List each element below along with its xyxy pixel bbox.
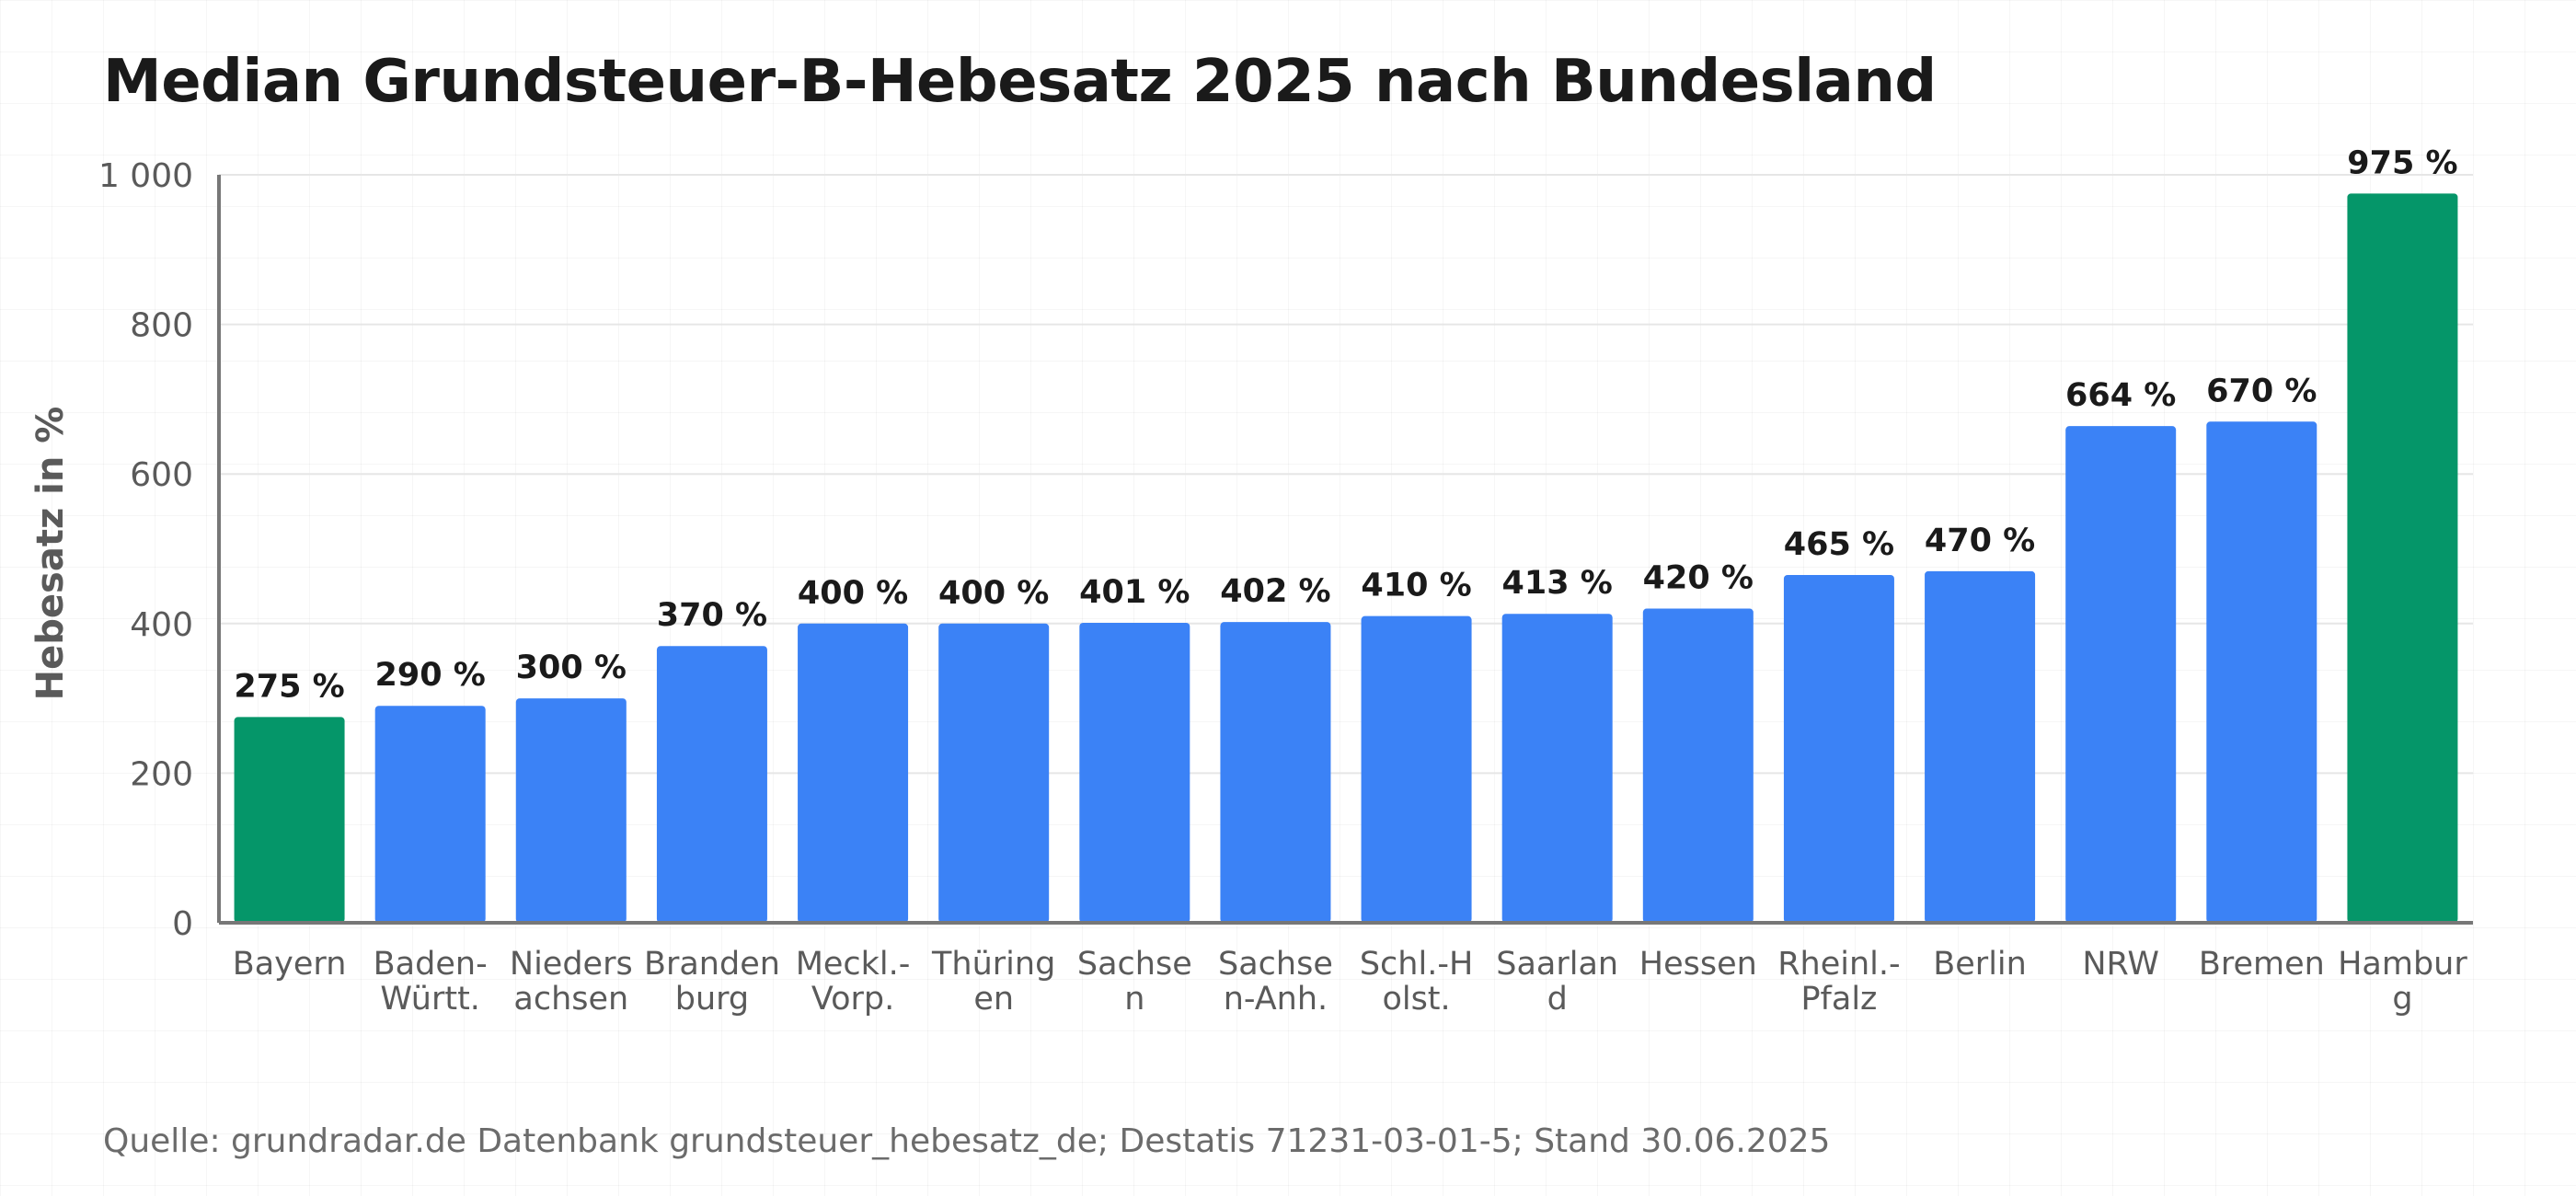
bar bbox=[1783, 574, 1894, 923]
data-label: 370 % bbox=[657, 597, 767, 634]
data-label: 410 % bbox=[1361, 568, 1471, 604]
bar bbox=[2065, 426, 2177, 924]
x-tick-label: Saarlan d bbox=[1496, 946, 1618, 1018]
data-label: 275 % bbox=[234, 668, 344, 705]
x-tick-label: NRW bbox=[2082, 946, 2159, 983]
data-label: 413 % bbox=[1502, 565, 1613, 602]
y-axis-title: Hebesatz in % bbox=[29, 407, 72, 701]
data-label: 465 % bbox=[1784, 526, 1894, 563]
bar bbox=[1079, 622, 1190, 923]
data-label: 290 % bbox=[375, 657, 486, 694]
bar bbox=[1501, 614, 1613, 923]
bar bbox=[1361, 615, 1472, 923]
bar bbox=[938, 623, 1050, 923]
x-tick-label: Sachse n bbox=[1077, 946, 1192, 1018]
bar bbox=[234, 717, 345, 923]
data-label: 400 % bbox=[798, 575, 908, 612]
bar bbox=[656, 646, 767, 923]
x-tick-label: Sachse n-Anh. bbox=[1218, 946, 1333, 1018]
bar bbox=[1220, 622, 1331, 923]
source-note: Quelle: grundradar.de Datenbank grundste… bbox=[103, 1122, 1831, 1160]
x-tick-label: Hessen bbox=[1639, 946, 1757, 983]
bars bbox=[234, 193, 2458, 924]
bar bbox=[2347, 193, 2458, 923]
data-label: 300 % bbox=[516, 650, 627, 686]
data-label: 470 % bbox=[1925, 523, 2035, 559]
data-label: 664 % bbox=[2065, 377, 2176, 414]
y-tick-label: 400 bbox=[130, 606, 193, 644]
bar bbox=[515, 698, 627, 923]
data-label: 400 % bbox=[938, 575, 1049, 612]
x-tick-label: Berlin bbox=[1933, 946, 2027, 983]
chart-title: Median Grundsteuer-B-Hebesatz 2025 nach … bbox=[103, 48, 1937, 116]
data-label: 401 % bbox=[1079, 574, 1190, 611]
bar bbox=[798, 623, 909, 923]
x-tick-label: Nieders achsen bbox=[510, 946, 633, 1018]
bar bbox=[1642, 608, 1754, 923]
x-tick-label: Hambur g bbox=[2338, 946, 2467, 1018]
data-label: 402 % bbox=[1220, 573, 1330, 610]
x-tick-label: Meckl.-Vorp. bbox=[796, 946, 911, 1018]
y-tick-label: 800 bbox=[130, 307, 193, 345]
x-tick-label: Schl.-H olst. bbox=[1360, 946, 1473, 1018]
bar bbox=[2206, 421, 2317, 923]
x-tick-label: Rheinl.-Pfalz bbox=[1777, 946, 1900, 1018]
data-label: 670 % bbox=[2206, 373, 2317, 409]
y-tick-label: 600 bbox=[130, 456, 193, 494]
data-label: 975 % bbox=[2347, 144, 2457, 181]
y-tick-label: 1 000 bbox=[98, 157, 193, 195]
y-tick-label: 200 bbox=[130, 755, 193, 793]
x-tick-label: Branden burg bbox=[644, 946, 780, 1018]
labels: 0 200 400 600 800 1 000 Hebesatz in % 275 % Baye… bbox=[29, 144, 2467, 1018]
x-tick-label: Baden-Württ. bbox=[374, 946, 488, 1018]
data-label: 420 % bbox=[1643, 560, 1754, 597]
bar bbox=[1925, 570, 2036, 923]
bar bbox=[374, 706, 486, 923]
x-tick-label: Bremen bbox=[2199, 946, 2325, 983]
y-tick-label: 0 bbox=[172, 905, 193, 943]
axes bbox=[217, 175, 2473, 925]
x-tick-label: Bayern bbox=[233, 946, 347, 983]
x-tick-label: Thüring en bbox=[931, 946, 1055, 1018]
